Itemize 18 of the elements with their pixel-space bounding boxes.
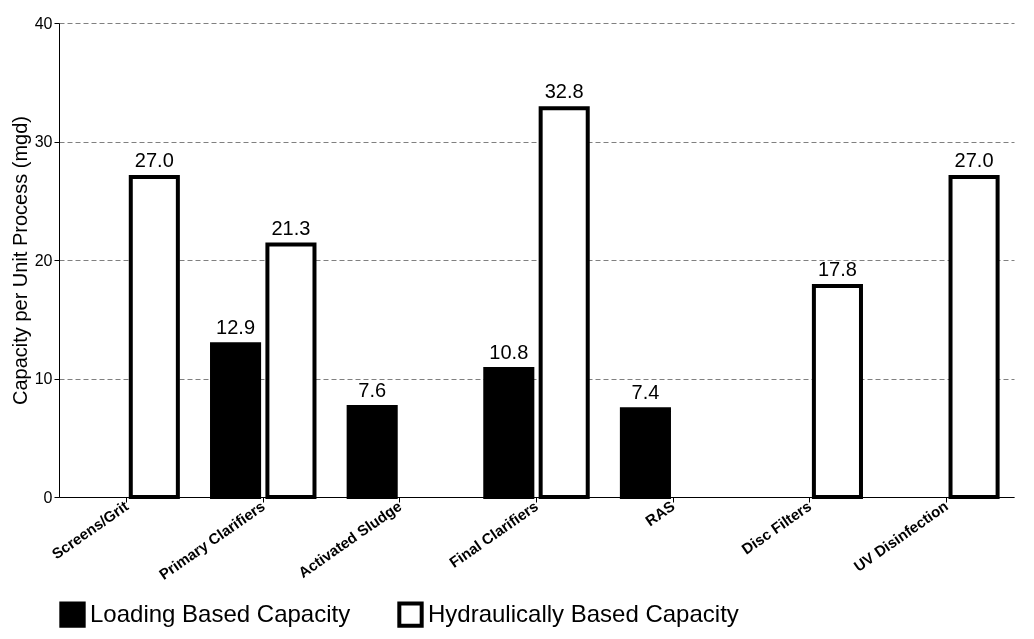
data-label: 7.4 [631,381,660,404]
y-tick-label: 30 [34,133,53,150]
data-label: 21.3 [271,216,311,239]
data-label: 12.9 [216,316,256,339]
data-label: 27.0 [134,149,174,172]
y-axis-title: Capacity per Unit Process (mgd) [8,116,31,405]
y-tick-label: 40 [34,14,53,32]
data-label: 32.8 [544,80,584,103]
legend-label: Loading Based Capacity [90,599,351,627]
y-tick-label: 20 [34,251,53,269]
data-label: 7.6 [358,378,387,401]
data-label: 17.8 [817,258,857,281]
x-tick-label: RAS [642,497,678,530]
y-tick-label: 10 [34,370,53,387]
data-label: 27.0 [954,149,994,172]
legend-label: Hydraulically Based Capacity [428,599,739,627]
data-label: 10.8 [489,341,529,364]
y-tick-label: 0 [43,488,53,506]
